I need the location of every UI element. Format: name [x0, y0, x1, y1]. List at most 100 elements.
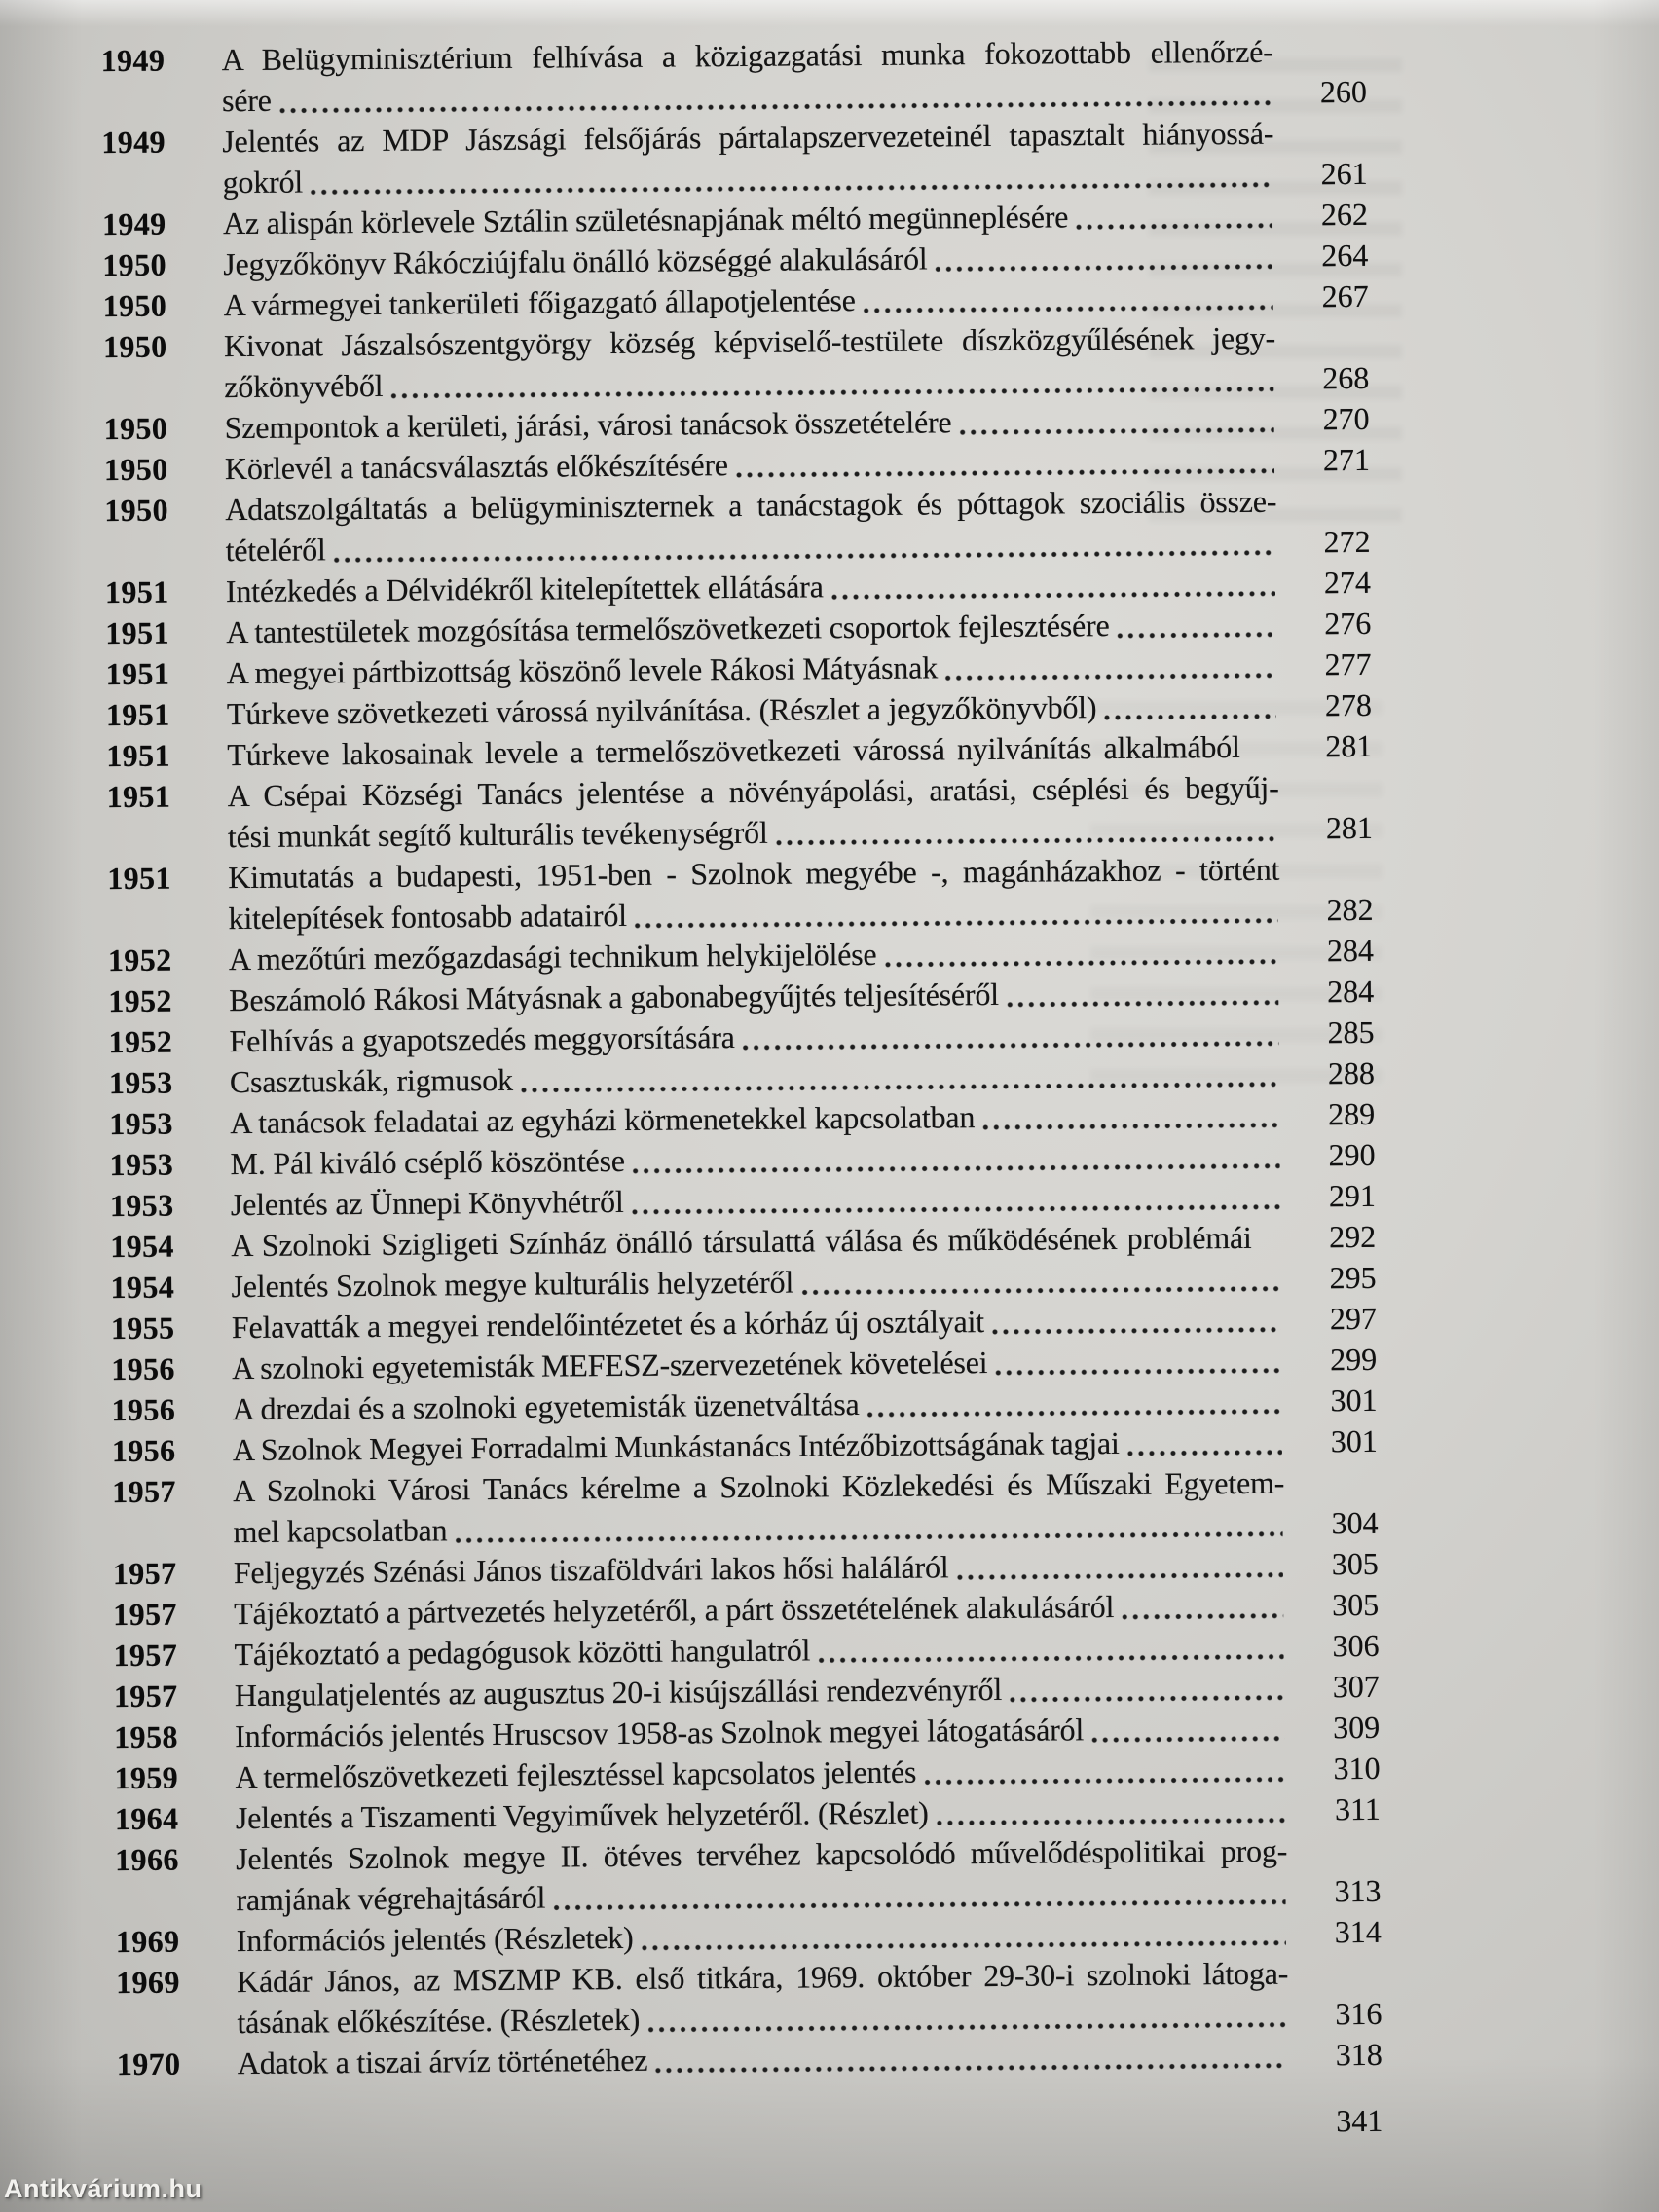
toc-entry-body: A Csépai Községi Tanács jelentése a növé… [227, 767, 1279, 857]
toc-entry-year: 1959 [114, 1759, 179, 1796]
toc-entry-page: 264 [1321, 237, 1369, 274]
toc-entry-page: 297 [1329, 1300, 1377, 1337]
toc-entry-year: 1953 [109, 1105, 173, 1142]
toc-entry-year: 1950 [102, 287, 167, 324]
toc-entry-page: 301 [1330, 1422, 1378, 1459]
toc-entry-page: 305 [1331, 1545, 1379, 1582]
toc-entry-year: 1958 [114, 1718, 178, 1755]
toc-entry-page: 261 [1320, 155, 1368, 192]
toc-entry-text: Jelentés az Ünnepi Könyvhétről [230, 1183, 624, 1223]
table-of-contents: 1949 A Belügyminisztérium felhívása a kö… [101, 30, 1383, 2151]
toc-entry-year: 1954 [110, 1269, 175, 1306]
toc-entry-year: 1951 [105, 655, 170, 692]
toc-entry-page: 277 [1324, 645, 1372, 682]
toc-list: 1949 A Belügyminisztérium felhívása a kö… [101, 30, 1382, 2084]
toc-entry-page: 314 [1334, 1913, 1382, 1950]
toc-entry: 1949 A Belügyminisztérium felhívása a kö… [101, 30, 1368, 122]
toc-entry-page: 292 [1329, 1218, 1377, 1255]
toc-entry-text: Feljegyzés Szénási János tiszaföldvári l… [233, 1549, 949, 1591]
dot-leader [630, 1134, 1280, 1181]
toc-entry-page: 260 [1319, 73, 1368, 110]
toc-entry-page: 310 [1333, 1750, 1381, 1787]
toc-entry-year: 1949 [101, 124, 166, 161]
dot-leader [954, 1543, 1284, 1588]
dot-leader [979, 1093, 1280, 1138]
toc-entry-year: 1951 [107, 860, 172, 897]
toc-entry-line: Adatok a tiszai árvíz történetéhez [238, 2034, 1289, 2083]
toc-entry-body: Kimutatás a budapesti, 1951-ben - Szolno… [228, 849, 1280, 939]
toc-entry-year: 1966 [115, 1841, 179, 1878]
toc-entry-year: 1952 [107, 941, 172, 978]
dot-leader [639, 1911, 1286, 1958]
toc-entry-page: 288 [1327, 1054, 1376, 1091]
toc-entry-text: A tantestületek mozgósítása termelőszöve… [226, 608, 1110, 650]
toc-entry-text: Felavatták a megyei rendelőintézetet és … [231, 1304, 985, 1346]
toc-entry-page: 307 [1332, 1668, 1380, 1705]
toc-entry-text: Intézkedés a Délvidékről kitelepítettek … [225, 569, 824, 609]
dot-leader [551, 1870, 1286, 1918]
toc-entry-page: 301 [1330, 1382, 1378, 1419]
dot-leader [733, 439, 1275, 486]
dot-leader [645, 1993, 1287, 2040]
dot-leader [388, 357, 1274, 406]
toc-entry-year: 1949 [100, 42, 166, 79]
dot-leader [1004, 971, 1279, 1014]
toc-entry-text: A megyei pártbizottság köszönő levele Rá… [226, 649, 939, 691]
dot-leader [1257, 1217, 1280, 1258]
toc-entry-page: 282 [1326, 891, 1374, 928]
toc-entry-year: 1950 [102, 246, 167, 283]
toc-entry-page: 311 [1334, 1790, 1381, 1827]
toc-entry: 1966 Jelentés Szolnok megye II. ötéves t… [115, 1829, 1382, 1921]
dot-leader [773, 807, 1278, 853]
dot-leader [1102, 684, 1277, 728]
dot-leader [1246, 726, 1277, 767]
dot-leader [957, 398, 1274, 443]
toc-entry-body: Jelentés Szolnok megye II. ötéves tervéh… [236, 1830, 1288, 1920]
dot-leader [1088, 1707, 1285, 1751]
toc-entry-text: Túrkeve szövetkezeti várossá nyilvánítás… [226, 689, 1097, 732]
dot-leader [798, 1257, 1281, 1303]
toc-entry-page: 316 [1335, 1995, 1382, 2032]
toc-entry-text: kitelepítések fontosabb adatairól [228, 897, 627, 937]
dot-leader [993, 1339, 1282, 1382]
toc-entry-year: 1956 [111, 1350, 175, 1387]
toc-entry: 1951 A Csépai Községi Tanács jelentése a… [106, 766, 1373, 858]
toc-entry-page: 271 [1322, 441, 1371, 478]
toc-entry-year: 1953 [109, 1187, 174, 1224]
toc-entry-text: A vármegyei tankerületi főigazgató állap… [223, 282, 856, 323]
toc-entry-year: 1950 [103, 451, 168, 488]
toc-entry-body: Adatszolgáltatás a belügyminiszternek a … [225, 481, 1277, 571]
toc-entry-text: A drezdai és a szolnoki egyetemisták üze… [232, 1386, 860, 1427]
toc-entry-page: 305 [1332, 1586, 1380, 1623]
dot-leader [921, 1748, 1285, 1792]
toc-entry-year: 1957 [112, 1555, 177, 1592]
dot-leader [453, 1502, 1283, 1551]
dot-leader [1007, 1666, 1284, 1710]
toc-entry-page: 304 [1331, 1504, 1379, 1541]
toc-entry-year: 1951 [104, 573, 169, 610]
toc-entry-text: Körlevél a tanácsválasztás előkészítésér… [224, 447, 728, 487]
toc-entry-text: sére [221, 82, 272, 119]
toc-entry-year: 1964 [114, 1800, 179, 1837]
toc-entry-text: ramjának végrehajtásáról [236, 1879, 546, 1918]
toc-entry-page: 262 [1320, 196, 1369, 233]
toc-entry: 1950 Kivonat Jászalsószentgyörgy község … [103, 316, 1370, 408]
toc-entry-page: 284 [1326, 932, 1375, 969]
toc-entry-text: Jegyzőkönyv Rákócziújfalu önálló községg… [223, 240, 928, 282]
toc-entry-year: 1969 [116, 1964, 180, 2001]
dot-leader [989, 1298, 1282, 1343]
toc-entry-year: 1950 [104, 492, 169, 529]
page-number-footer: 341 [1336, 2102, 1383, 2139]
toc-entry-text: A tanácsok feladatai az egyházi körmenet… [230, 1099, 976, 1141]
toc-entry-page: 284 [1327, 973, 1375, 1010]
dot-leader [629, 1175, 1281, 1222]
toc-entry: 1969 Kádár János, az MSZMP KB. első titk… [116, 1952, 1382, 2044]
toc-entry-text: tételéről [225, 532, 326, 569]
dot-leader [1074, 194, 1273, 238]
toc-entry-page: 318 [1335, 2036, 1382, 2073]
toc-entry-text: Információs jelentés (Részletek) [236, 1919, 634, 1959]
toc-entry-text: Csasztuskák, rigmusok [229, 1061, 513, 1100]
dot-leader [942, 644, 1276, 688]
dot-leader [1124, 1420, 1283, 1463]
